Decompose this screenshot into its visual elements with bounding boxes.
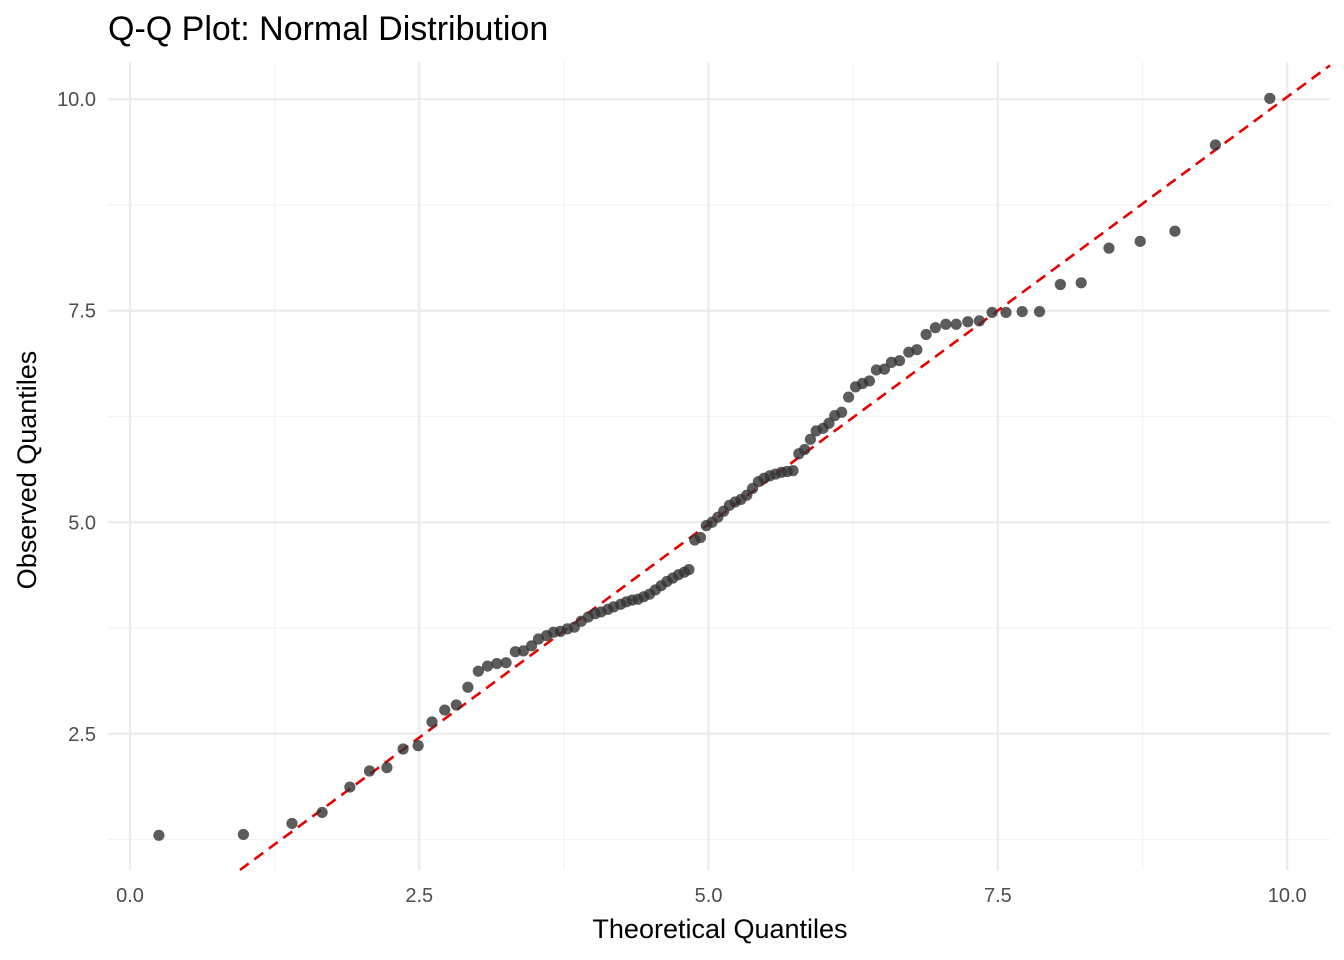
data-point [870, 364, 882, 376]
y-tick-label: 2.5 [68, 724, 96, 746]
data-point [472, 665, 484, 677]
data-point [237, 828, 249, 841]
x-tick-label: 5.0 [695, 885, 723, 907]
x-tick-label: 10.0 [1268, 885, 1307, 907]
data-point [517, 645, 530, 657]
data-point [1033, 305, 1046, 318]
grid [108, 62, 1330, 870]
data-point [799, 443, 811, 456]
data-points [153, 92, 1276, 841]
chart-title: Q-Q Plot: Normal Distribution [108, 10, 548, 48]
x-tick-label: 2.5 [405, 885, 433, 907]
data-point [397, 743, 409, 755]
data-point [893, 355, 906, 367]
data-point [509, 646, 521, 658]
data-point [911, 344, 923, 356]
data-point [1075, 277, 1087, 289]
reference-line [239, 64, 1331, 872]
data-point [1209, 139, 1222, 151]
data-point [1264, 92, 1276, 104]
data-point [1134, 235, 1146, 247]
data-point [863, 375, 876, 387]
data-point [1103, 242, 1115, 254]
data-point [344, 781, 356, 793]
data-point [804, 433, 817, 445]
data-point [426, 716, 438, 728]
data-point [316, 806, 328, 819]
data-point [450, 699, 462, 711]
data-point [1000, 306, 1012, 319]
y-axis-ticks: 2.5 5.0 7.5 10.0 [57, 89, 96, 746]
data-point [481, 660, 494, 672]
data-point [462, 681, 474, 693]
data-point [973, 315, 985, 327]
data-point [836, 406, 848, 418]
data-point [363, 765, 376, 777]
data-point [381, 762, 393, 774]
data-point [950, 318, 962, 330]
data-point [929, 322, 941, 334]
data-point [1054, 278, 1066, 291]
x-tick-label: 7.5 [984, 885, 1012, 907]
y-tick-label: 5.0 [68, 512, 96, 534]
data-point [439, 704, 451, 716]
data-point [823, 417, 835, 429]
data-point [843, 391, 855, 403]
x-axis-title: Theoretical Quantiles [592, 914, 847, 944]
data-point [525, 640, 538, 652]
data-point [500, 657, 512, 669]
data-point [787, 465, 799, 477]
y-tick-label: 7.5 [68, 301, 96, 323]
y-axis-title: Observed Quantiles [12, 351, 42, 590]
data-point [683, 564, 695, 576]
data-point [920, 328, 932, 341]
data-point [1016, 305, 1028, 318]
data-point [491, 657, 503, 670]
data-point [153, 829, 165, 841]
data-point [286, 817, 298, 830]
data-point [986, 306, 998, 319]
data-point [1169, 225, 1181, 237]
data-point [878, 363, 891, 375]
data-point [694, 531, 707, 544]
data-point [962, 316, 974, 328]
data-point [412, 740, 424, 752]
y-tick-label: 10.0 [57, 89, 96, 111]
data-point [940, 318, 952, 330]
x-axis-ticks: 0.0 2.5 5.0 7.5 10.0 [116, 885, 1307, 907]
x-tick-label: 0.0 [116, 885, 144, 907]
